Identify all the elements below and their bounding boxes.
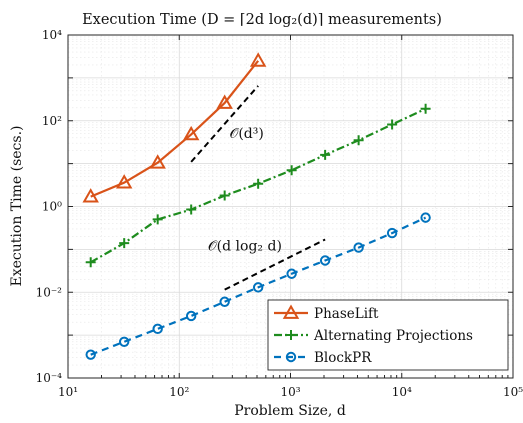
x-tick-label: 10⁵: [503, 385, 523, 399]
legend-label: PhaseLift: [314, 306, 379, 322]
y-tick-label: 10⁻⁴: [36, 371, 63, 385]
data-point-circle: [420, 212, 431, 223]
y-tick-label: 10²: [42, 114, 62, 128]
data-point-triangle: [216, 94, 233, 109]
series-blockpr: [85, 212, 431, 360]
data-point-circle: [85, 349, 96, 360]
axis-ticks: 10¹ 10² 10³ 10⁴ 10⁵ 10⁻⁴ 10⁻² 10⁰ 10² 10⁴: [36, 28, 523, 399]
legend: PhaseLift Alternating Projections BlockPR: [267, 299, 509, 371]
data-point-plus: [186, 204, 197, 215]
data-point-plus: [253, 178, 264, 189]
reference-line-label: 𝒪(d log₂ d): [208, 239, 282, 255]
data-point-circle: [219, 296, 230, 307]
data-point-plus: [219, 190, 230, 201]
series-line: [90, 216, 427, 356]
legend-label: BlockPR: [314, 350, 372, 366]
data-point-circle: [185, 310, 197, 322]
reference-line: [190, 85, 259, 163]
data-point-plus: [353, 135, 364, 146]
reference-line-label: 𝒪(d³): [230, 126, 264, 142]
data-point-triangle: [115, 174, 133, 189]
data-point-circle: [118, 336, 130, 347]
data-point-plus: [286, 330, 296, 340]
chart-title: Execution Time (D = ⌈2d log₂(d)⌉ measure…: [82, 12, 442, 28]
data-point-plus: [420, 103, 431, 114]
data-point-triangle: [282, 304, 300, 319]
data-point-circle: [353, 242, 364, 253]
reference-lines: 𝒪(d³) 𝒪(d log₂ d): [190, 85, 326, 291]
x-tick-label: 10³: [280, 385, 300, 399]
legend-box: [267, 299, 509, 371]
data-point-triangle: [82, 188, 99, 203]
data-point-circle: [386, 227, 398, 239]
data-point-plus: [85, 257, 96, 268]
data-point-triangle: [182, 125, 200, 141]
data-point-plus: [152, 214, 163, 225]
data-point-circle: [319, 255, 331, 266]
series-phaselift: [82, 52, 267, 203]
x-tick-label: 10⁴: [392, 385, 412, 399]
data-point-triangle: [249, 52, 267, 67]
series-line: [90, 107, 427, 264]
y-tick-label: 10⁴: [42, 28, 62, 42]
data-point-triangle: [149, 154, 166, 169]
reference-line: [224, 238, 326, 291]
x-tick-label: 10²: [169, 385, 189, 399]
series-layer: [82, 52, 431, 360]
data-point-plus: [119, 238, 130, 249]
data-point-plus: [320, 149, 331, 160]
y-axis-label: Execution Time (secs.): [9, 126, 25, 287]
legend-label: Alternating Projections: [313, 328, 473, 344]
x-axis-label: Problem Size, d: [234, 403, 346, 419]
data-point-circle: [285, 351, 297, 363]
data-point-plus: [387, 119, 398, 130]
series-alternating-projections: [85, 103, 431, 268]
y-tick-label: 10⁰: [42, 200, 62, 214]
data-point-circle: [286, 268, 297, 279]
data-point-circle: [252, 282, 264, 293]
data-point-plus: [286, 165, 297, 176]
y-tick-label: 10⁻²: [36, 285, 63, 299]
data-point-circle: [152, 323, 163, 335]
x-tick-label: 10¹: [58, 385, 78, 399]
